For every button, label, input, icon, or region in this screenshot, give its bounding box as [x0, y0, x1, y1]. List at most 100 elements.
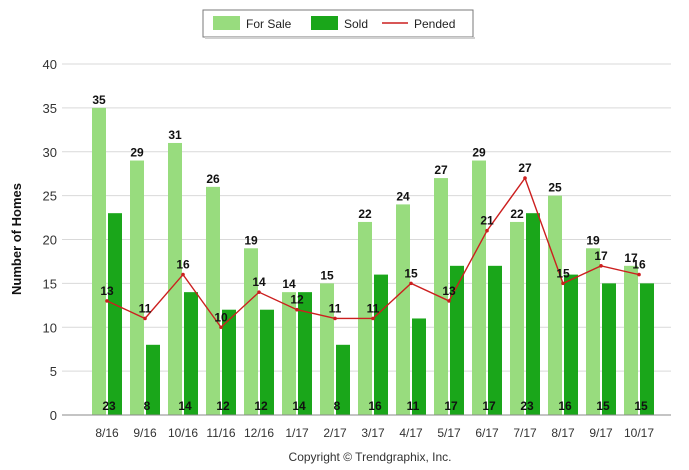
x-category-label: 10/16	[168, 426, 198, 440]
x-category-label: 7/17	[513, 426, 537, 440]
legend: For Sale Sold Pended	[202, 9, 475, 39]
pended-point	[257, 290, 261, 294]
bar-for-sale	[282, 292, 296, 415]
bar-sold	[184, 292, 198, 415]
data-label-sold: 8	[334, 399, 341, 413]
bar-for-sale	[168, 142, 182, 415]
data-label-sold: 12	[254, 399, 268, 413]
data-label-for-sale: 19	[244, 233, 258, 247]
pended-point	[561, 281, 565, 286]
bar-sold	[450, 265, 464, 415]
pended-point	[295, 307, 299, 312]
x-axis-categories: 8/16 9/16 10/16 11/16 12/16 1/17 2/17 3/17 4/17 5…	[95, 426, 654, 440]
x-category-label: 3/17	[361, 426, 385, 440]
data-label-sold: 11	[407, 399, 420, 413]
data-label-for-sale: 35	[92, 93, 106, 107]
pended-point	[447, 299, 451, 303]
x-category-label: 1/17	[285, 426, 309, 440]
data-label-sold: 16	[558, 399, 572, 413]
y-tick-label: 40	[43, 57, 57, 72]
bar-sold	[412, 318, 426, 415]
data-label-sold: 17	[482, 399, 496, 413]
y-tick-label: 35	[43, 101, 57, 116]
x-category-label: 8/16	[95, 426, 119, 440]
x-category-label: 2/17	[323, 426, 347, 440]
data-label-for-sale: 27	[434, 163, 448, 177]
legend-shadow	[205, 37, 475, 39]
x-category-label: 9/16	[133, 426, 157, 440]
bar-for-sale	[548, 195, 562, 415]
legend-swatch-sold	[311, 16, 338, 30]
pended-point	[523, 176, 527, 180]
x-category-label: 10/17	[624, 426, 654, 440]
x-category-label: 5/17	[437, 426, 461, 440]
data-label-for-sale: 14	[282, 277, 296, 291]
data-label-for-sale: 25	[548, 181, 562, 195]
bar-for-sale	[130, 160, 144, 415]
data-label-pended: 13	[100, 284, 114, 298]
x-category-label: 9/17	[589, 426, 613, 440]
y-tick-label: 15	[43, 276, 57, 291]
bar-for-sale	[510, 221, 524, 415]
data-label-for-sale: 29	[472, 146, 486, 160]
bar-sold	[108, 213, 122, 415]
bar-sold	[336, 344, 350, 415]
bar-sold	[146, 344, 160, 415]
data-label-for-sale: 22	[510, 207, 524, 221]
data-labels: 35 23 29 8 31 14 26 12 19 12 14 14 15 8 22 16 24 11 27 17 29…	[92, 93, 648, 413]
x-category-label: 11/16	[206, 426, 235, 440]
bar-sold	[222, 309, 236, 415]
data-label-sold: 23	[520, 399, 534, 413]
bar-for-sale	[586, 248, 600, 415]
bar-sold	[260, 309, 274, 415]
y-axis-title: Number of Homes	[9, 183, 24, 295]
bar-for-sale	[206, 186, 220, 415]
bar-sold	[640, 283, 654, 415]
y-tick-label: 25	[43, 189, 57, 204]
data-label-pended: 12	[290, 293, 304, 307]
bar-sold	[374, 274, 388, 415]
data-label-sold: 14	[292, 399, 306, 413]
copyright-text: Copyright © Trendgraphix, Inc.	[289, 450, 452, 464]
data-label-sold: 17	[444, 399, 458, 413]
data-label-pended: 21	[480, 214, 494, 228]
data-label-sold: 23	[102, 399, 116, 413]
y-tick-label: 10	[43, 320, 57, 335]
bar-sold	[488, 265, 502, 415]
x-category-label: 4/17	[399, 426, 423, 440]
data-label-for-sale: 29	[130, 146, 144, 160]
bars	[92, 107, 654, 415]
data-label-pended: 16	[632, 258, 646, 272]
data-label-sold: 8	[144, 399, 151, 413]
data-label-pended: 11	[367, 301, 380, 315]
bar-sold	[526, 213, 540, 415]
data-label-pended: 15	[556, 266, 570, 280]
y-axis-ticks: 0 5 10 15 20 25 30 35 40	[43, 57, 57, 423]
data-label-pended: 27	[518, 161, 532, 175]
pended-point	[181, 272, 185, 277]
pended-line	[105, 176, 641, 330]
data-label-pended: 10	[214, 310, 228, 324]
x-category-label: 6/17	[475, 426, 499, 440]
data-label-sold: 12	[216, 399, 230, 413]
data-label-pended: 13	[442, 284, 456, 298]
bar-for-sale	[624, 265, 638, 415]
data-label-for-sale: 22	[358, 207, 372, 221]
x-category-label: 12/16	[244, 426, 274, 440]
bar-sold	[298, 292, 312, 415]
bar-for-sale	[244, 248, 258, 415]
data-label-sold: 15	[596, 399, 610, 413]
y-tick-label: 20	[43, 233, 57, 248]
pended-point	[219, 325, 223, 330]
y-tick-label: 0	[50, 408, 57, 423]
pended-point	[409, 281, 413, 286]
data-label-for-sale: 19	[586, 233, 600, 247]
pended-point	[333, 316, 337, 321]
data-label-sold: 16	[368, 399, 382, 413]
legend-swatch-for-sale	[213, 16, 240, 30]
data-label-for-sale: 26	[206, 172, 220, 186]
data-label-for-sale: 15	[320, 268, 334, 282]
pended-point	[143, 316, 147, 321]
